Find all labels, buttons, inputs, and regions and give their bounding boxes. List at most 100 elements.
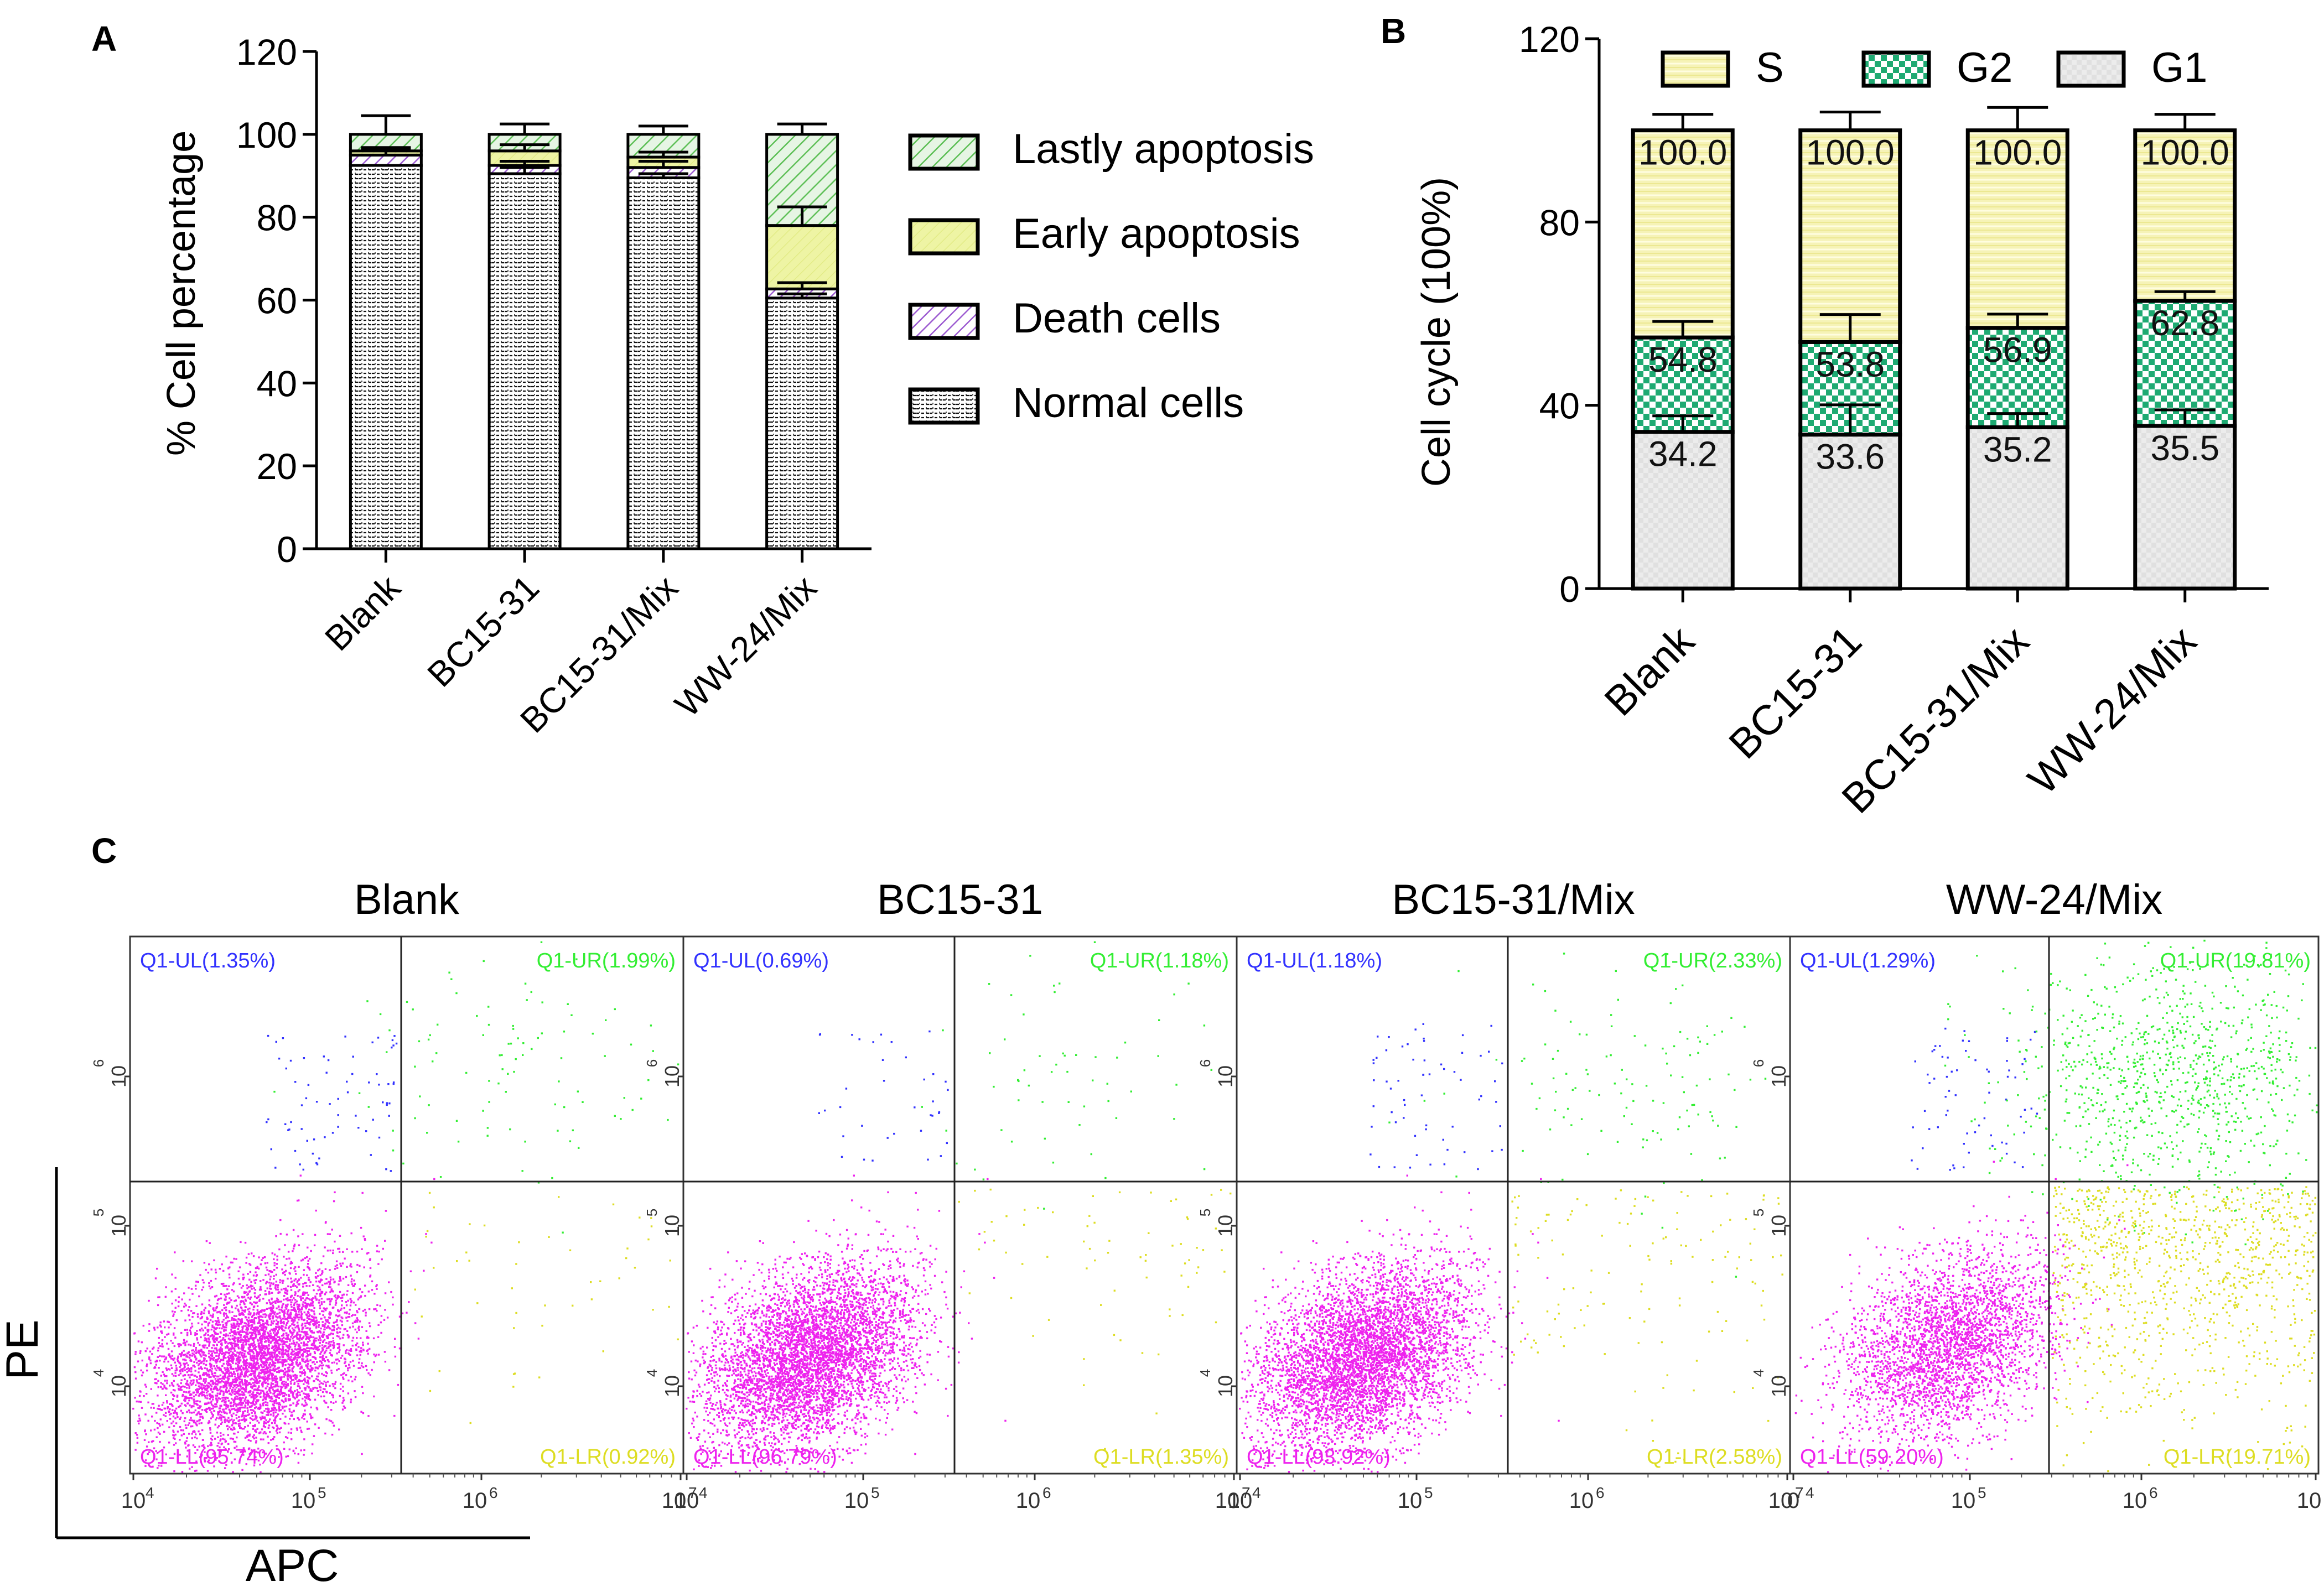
flow-panel-blank-dots-ur — [273, 941, 679, 1234]
flow-panel-blank-quadrant-label-ul: Q1-UL(1.35%) — [140, 949, 276, 972]
flow-panel-blank-y-tick-label-0: 10 — [107, 1375, 130, 1397]
flow-panel-bc15-31-mix-x-tick-exponent-2: 6 — [1596, 1484, 1605, 1501]
flow-panel-ww-24-mix-quadrant-label-ul: Q1-UL(1.29%) — [1800, 949, 1936, 972]
flow-panel-bc15-31-x-tick-exponent-3: 7 — [1242, 1484, 1251, 1501]
chart-a-y-tick-label-0: 0 — [277, 529, 297, 570]
flow-panel-bc15-31-mix-y-tick-exponent-1: 5 — [1197, 1209, 1213, 1216]
chart-a-legend-label-normal-cells: Normal cells — [1013, 379, 1244, 426]
chart-b-value-label-g2-ww-24-mix: 62.8 — [2150, 303, 2219, 343]
chart-c-y-axis-label: PE — [0, 1319, 48, 1380]
chart-a-legend-label-lastly-apoptosis: Lastly apoptosis — [1013, 126, 1314, 173]
chart-c-panels: Blank Q1-UL(1.35%) Q1-UR(1.99%) Q1-LL(95.74… — [90, 876, 2324, 1513]
flow-panel-bc15-31-mix-quadrant-label-lr: Q1-LR(2.58%) — [1647, 1445, 1782, 1469]
flow-panel-bc15-31-mix-dots-ll — [1239, 1174, 1560, 1473]
chart-b-y-tick-label-120: 120 — [1519, 19, 1580, 60]
flow-panel-bc15-31-y-tick-label-1: 10 — [661, 1215, 683, 1237]
chart-b-legend-swatch-g1 — [2056, 50, 2126, 88]
flow-panel-ww-24-mix-dots-ur — [1944, 939, 2318, 1246]
flow-panel-blank-x-tick-label-2: 10 — [463, 1489, 487, 1513]
flow-panel-bc15-31-mix-title: BC15-31/Mix — [1392, 876, 1635, 923]
flow-panel-ww-24-mix-frame — [1789, 935, 2320, 1475]
panel-label-b: B — [1381, 11, 1406, 51]
flow-panel-bc15-31-mix-x-tick-exponent-0: 4 — [1252, 1484, 1261, 1501]
flow-panel-bc15-31-mix-y-tick-label-0: 10 — [1214, 1375, 1237, 1397]
chart-a-bars — [349, 114, 839, 550]
chart-b-value-label-g2-bc15-31-mix: 56.9 — [1983, 330, 2052, 370]
flow-panel-blank-y-tick-exponent-2: 6 — [90, 1059, 107, 1067]
flow-panel-ww-24-mix-x-tick-label-1: 10 — [1951, 1489, 1976, 1513]
flow-panel-bc15-31-quadrant-label-ll: Q1-LL(96.79%) — [693, 1445, 837, 1469]
flow-panel-ww-24-mix-x-tick-label-0: 0 — [1787, 1489, 1799, 1513]
flow-panel-bc15-31-x-tick-label-1: 10 — [844, 1489, 869, 1513]
flow-panel-ww-24-mix-y-tick-exponent-0: 4 — [1750, 1369, 1767, 1377]
flow-panel-ww-24-mix-y-tick-exponent-2: 6 — [1750, 1059, 1767, 1067]
flow-panel-blank-quadrant-label-lr: Q1-LR(0.92%) — [540, 1445, 676, 1469]
chart-a-bar-normal-cells-blank — [349, 164, 423, 550]
flow-panel-blank-frame — [129, 935, 684, 1475]
flow-panel-bc15-31-mix-x-tick-exponent-3: 7 — [1795, 1484, 1804, 1501]
flow-panel-bc15-31-mix: BC15-31/Mix Q1-UL(1.18%) Q1-UR(2.33%) Q1-LL… — [1197, 876, 1804, 1513]
chart-b-value-label-s-bc15-31-mix: 100.0 — [1973, 133, 2062, 173]
chart-b-bar-g1-ww-24-mix — [2133, 424, 2237, 591]
flow-panel-bc15-31-dots-ll — [686, 1174, 1007, 1473]
flow-panel-blank-dots-lr — [414, 1192, 679, 1424]
flow-panel-bc15-31-mix-y-tick-exponent-0: 4 — [1197, 1369, 1213, 1377]
panel-label-c: C — [91, 831, 117, 871]
chart-b-value-label-g2-bc15-31: 53.8 — [1815, 344, 1885, 384]
flow-panel-ww-24-mix-dots-ul — [1911, 1027, 2038, 1171]
chart-b-legend-swatch-g2 — [1861, 50, 1931, 88]
chart-a-legend-label-death-cells: Death cells — [1013, 295, 1221, 342]
flow-panel-bc15-31-y-tick-exponent-1: 5 — [644, 1209, 660, 1216]
flow-panel-ww-24-mix-y-tick-exponent-1: 5 — [1750, 1209, 1767, 1216]
flow-panel-blank-y-tick-label-2: 10 — [107, 1065, 130, 1088]
flow-panel-ww-24-mix-title: WW-24/Mix — [1946, 876, 2162, 923]
chart-a-y-tick-label-40: 40 — [257, 363, 297, 404]
flow-panel-ww-24-mix: WW-24/Mix Q1-UL(1.29%) Q1-UR(19.81%) Q1-LL(… — [1750, 876, 2324, 1513]
chart-a-legend-label-early-apoptosis: Early apoptosis — [1013, 210, 1300, 257]
flow-panel-blank-x-tick-label-0: 10 — [121, 1489, 146, 1513]
chart-b-bars: 34.2 54.8 100.0 33.6 53.8 100.0 35.2 56.9 100.0 3… — [1631, 106, 2237, 591]
chart-b-legend-label-s: S — [1756, 44, 1784, 91]
flow-panel-blank-x-tick-exponent-3: 7 — [688, 1484, 697, 1501]
chart-b-value-label-g1-blank: 34.2 — [1648, 434, 1718, 474]
flow-panel-bc15-31-y-tick-label-0: 10 — [661, 1375, 683, 1397]
flow-panel-blank-dots-ll — [132, 1174, 435, 1474]
chart-b-bar-s-ww-24-mix — [2133, 128, 2237, 303]
flow-panel-bc15-31-x-tick-exponent-2: 6 — [1042, 1484, 1051, 1501]
chart-a-bar-normal-cells-bc15-31-mix — [626, 176, 701, 550]
flow-panel-bc15-31-quadrant-label-ul: Q1-UL(0.69%) — [693, 949, 829, 972]
panel-label-a: A — [91, 19, 117, 59]
chart-a-y-tick-label-120: 120 — [236, 32, 297, 72]
flow-panel-bc15-31-dots-ur — [921, 941, 1212, 1210]
chart-a-legend-swatch-normal-cells — [908, 387, 980, 425]
flow-panel-bc15-31-x-tick-label-0: 10 — [675, 1489, 699, 1513]
chart-b-value-label-s-blank: 100.0 — [1638, 133, 1727, 173]
chart-a-x-tick-label-bc15-31: BC15-31 — [420, 568, 547, 695]
flow-panel-blank-x-tick-exponent-2: 6 — [489, 1484, 498, 1501]
flow-panel-bc15-31-mix-x-tick-label-3: 10 — [1768, 1489, 1793, 1513]
flow-panel-bc15-31-y-tick-label-2: 10 — [661, 1065, 683, 1088]
flow-panel-blank-y-tick-exponent-1: 5 — [90, 1209, 107, 1216]
chart-b-y-axis-label: Cell cycle (100%) — [1414, 177, 1459, 487]
flow-panel-blank-quadrant-label-ll: Q1-LL(95.74%) — [140, 1445, 284, 1469]
chart-b-bar-s-bc15-31-mix — [1965, 128, 2069, 330]
flow-panel-ww-24-mix-x-tick-exponent-0: 4 — [1806, 1484, 1814, 1501]
flow-panel-blank-x-tick-label-3: 10 — [662, 1489, 687, 1513]
chart-a-x-tick-label-ww-24-mix: WW-24/Mix — [667, 568, 824, 725]
chart-b-y-tick-label-40: 40 — [1539, 386, 1580, 426]
chart-b-legend-label-g2: G2 — [1957, 44, 2012, 91]
flow-panel-blank-y-tick-exponent-0: 4 — [90, 1369, 107, 1377]
flow-panel-bc15-31-mix-x-tick-label-0: 10 — [1228, 1489, 1253, 1513]
flow-panel-bc15-31-x-tick-exponent-0: 4 — [699, 1484, 708, 1501]
chart-a-bar-death-cells-blank — [349, 153, 423, 167]
chart-b-bar-g1-bc15-31 — [1798, 433, 1902, 591]
flow-panel-bc15-31-x-tick-exponent-1: 5 — [871, 1484, 880, 1501]
flow-panel-bc15-31-mix-y-tick-label-2: 10 — [1214, 1065, 1237, 1088]
flow-panel-bc15-31-frame — [682, 935, 1238, 1475]
chart-b-x-tick-label-blank: Blank — [1596, 617, 1704, 725]
chart-b-y-tick-label-0: 0 — [1559, 569, 1580, 610]
chart-a-legend-swatch-early-apoptosis — [908, 218, 980, 256]
flow-panel-blank-quadrant-label-ur: Q1-UR(1.99%) — [537, 949, 676, 972]
flow-panel-ww-24-mix-dots-lr — [2052, 1186, 2317, 1473]
